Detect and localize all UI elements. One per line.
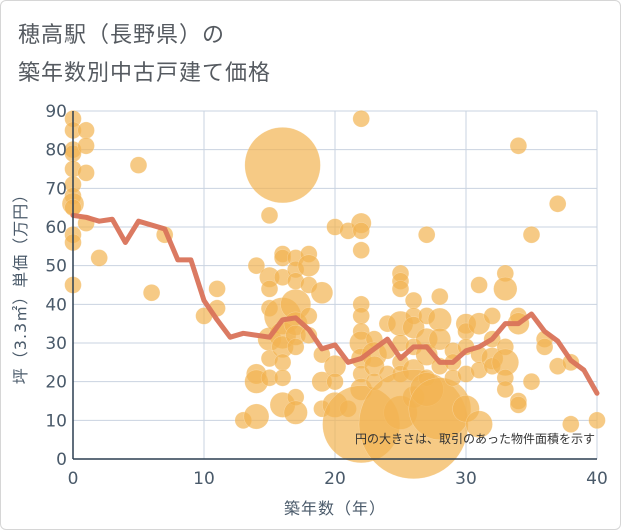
data-point — [260, 206, 279, 225]
trend-line-layer — [70, 212, 600, 396]
data-point — [562, 415, 580, 433]
data-point — [142, 284, 161, 302]
size-note: 円の大きさは、取引のあった物件面積を示す — [355, 431, 595, 446]
y-tick-label: 40 — [45, 295, 67, 315]
chart-title-line-2: 築年数別中古戸建て価格 — [18, 61, 272, 86]
data-point — [428, 327, 451, 351]
data-point — [77, 121, 95, 139]
data-point — [352, 110, 370, 128]
data-point — [273, 369, 292, 387]
data-point — [90, 249, 108, 267]
x-tick-label: 40 — [586, 469, 608, 489]
y-tick-label: 80 — [45, 141, 67, 161]
average-price-line — [70, 212, 600, 396]
data-point — [77, 164, 95, 182]
data-point — [549, 195, 567, 213]
data-point — [509, 396, 528, 414]
data-point — [243, 403, 270, 430]
data-point — [326, 373, 344, 391]
data-point — [535, 338, 554, 356]
y-tick-label: 70 — [45, 179, 67, 199]
data-point — [509, 137, 528, 155]
data-point — [208, 280, 226, 298]
data-point — [493, 276, 518, 301]
data-point — [418, 226, 436, 244]
y-tick-label: 30 — [45, 334, 67, 354]
data-point — [496, 380, 514, 399]
data-point — [244, 127, 321, 204]
data-point — [522, 373, 541, 391]
x-tick-label: 0 — [68, 469, 79, 489]
bubble-layer — [61, 110, 606, 480]
data-point — [522, 226, 541, 244]
data-point — [129, 156, 148, 174]
data-point — [297, 254, 320, 277]
data-point — [77, 137, 95, 155]
data-point — [300, 307, 318, 325]
y-tick-label: 10 — [45, 411, 67, 431]
y-axis-label: 坪（3.3㎡）単価（万円） — [11, 186, 30, 384]
x-tick-label: 20 — [324, 469, 346, 489]
data-point — [260, 280, 279, 298]
data-point — [465, 410, 493, 438]
data-point — [470, 276, 488, 294]
data-point — [352, 222, 370, 240]
data-point — [273, 353, 292, 371]
data-point — [588, 411, 606, 429]
data-point — [391, 280, 410, 298]
data-point — [352, 307, 370, 325]
y-tick-label: 20 — [45, 373, 67, 393]
data-point — [352, 241, 370, 259]
axes: 0 10 20 30 40 0 10 20 30 40 50 60 70 80 90 — [45, 102, 607, 489]
x-tick-label: 30 — [455, 469, 477, 489]
y-tick-label: 90 — [45, 102, 67, 122]
y-tick-label: 0 — [56, 450, 67, 470]
x-tick-label: 10 — [193, 469, 215, 489]
data-point — [247, 257, 266, 275]
y-tick-label: 60 — [45, 218, 67, 238]
data-point — [310, 281, 334, 304]
y-tick-label: 50 — [45, 257, 67, 277]
data-point — [287, 338, 305, 356]
chart-title-line-1: 穂高駅（長野県）の — [18, 23, 226, 48]
data-point — [404, 291, 423, 310]
data-point — [283, 400, 308, 425]
data-point — [431, 287, 449, 306]
data-point — [483, 307, 501, 325]
x-axis-label: 築年数（年） — [284, 499, 386, 518]
